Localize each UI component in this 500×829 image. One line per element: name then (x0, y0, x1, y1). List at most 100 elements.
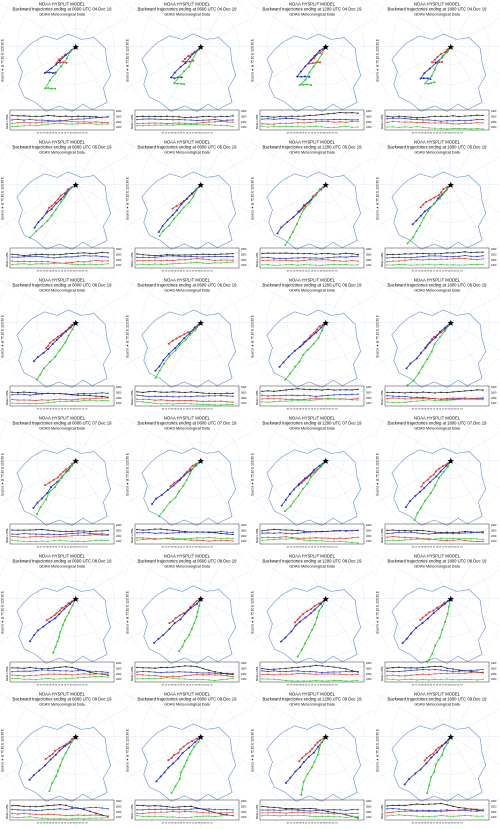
trajectory-marker (434, 484, 437, 487)
region-boundary (141, 585, 237, 664)
trajectory-marker (67, 746, 71, 749)
source-star-icon (322, 319, 329, 326)
meters-msl-label: Meters MSL (5, 665, 9, 681)
altitude-tick: 1000 (491, 264, 497, 267)
altitude-tick: 1000 (366, 816, 372, 819)
trajectory-marker (422, 216, 425, 219)
trajectory-marker (171, 339, 174, 342)
region-boundary (266, 171, 362, 250)
trajectory-line (285, 736, 327, 784)
trajectory-marker (51, 752, 54, 755)
altitude-tick: 3000 (366, 253, 372, 256)
trajectory-marker (444, 620, 447, 623)
trajectory-marker (435, 475, 438, 478)
trajectory-panel: NOAA HYSPLIT MODEL Backward trajectories … (375, 414, 500, 552)
altitude-profile: Meters MSL 4000 3000 2000 1000 18 15 12 09 06… (380, 661, 497, 687)
trajectory-marker (321, 329, 324, 332)
altitude-tick: 4000 (116, 386, 122, 389)
trajectory-line (420, 184, 452, 208)
trajectory-marker (59, 59, 62, 62)
trajectory-marker (299, 766, 302, 769)
trajectory-marker (46, 345, 49, 348)
trajectory-marker (169, 485, 172, 488)
trajectory-line (285, 184, 327, 246)
trajectory-marker (430, 75, 433, 78)
trajectory-marker (313, 54, 316, 57)
trajectory-marker (175, 209, 178, 212)
trajectory-marker (311, 195, 314, 198)
meters-msl-label: Meters MSL (380, 803, 384, 819)
trajectory-marker (183, 333, 186, 336)
trajectory-marker (429, 78, 432, 81)
trajectory-marker (48, 481, 51, 484)
panel-title: Backward trajectories ending at 0000 UTC… (13, 145, 113, 150)
trajectory-marker (426, 358, 429, 361)
trajectory-marker (301, 648, 304, 651)
trajectory-marker (183, 473, 186, 476)
altitude-tick: 1000 (491, 678, 497, 681)
met-data-label: GDAS Meteorological Data (414, 151, 460, 155)
trajectory-marker (175, 204, 178, 207)
source-star-icon (197, 595, 204, 602)
trajectory-line (155, 322, 202, 371)
trajectory-marker (437, 197, 440, 200)
trajectory-panel: NOAA HYSPLIT MODEL Backward trajectories … (0, 0, 125, 138)
time-axis-ticks: 18 15 12 09 06 03 00 21 18 15 12 09 06 0… (286, 133, 338, 135)
map-area (125, 276, 250, 414)
trajectory-marker (58, 749, 61, 752)
trajectory-marker (439, 470, 442, 473)
source-star-icon (72, 181, 79, 188)
trajectory-marker (59, 630, 62, 633)
trajectory-marker (33, 360, 36, 363)
altitude-tick: 3000 (366, 115, 372, 118)
trajectory-marker (432, 609, 435, 612)
meters-msl-label: Meters MSL (5, 251, 9, 267)
trajectory-marker (67, 611, 70, 614)
trajectory-marker (48, 790, 51, 793)
trajectory-marker (173, 622, 176, 625)
map-area (0, 276, 125, 414)
trajectory-panel: NOAA HYSPLIT MODEL Backward trajectories … (250, 138, 375, 276)
trajectory-line (29, 598, 77, 642)
model-title: NOAA HYSPLIT MODEL (164, 692, 211, 697)
trajectory-marker (183, 83, 186, 86)
trajectory-marker (193, 745, 196, 748)
met-data-label: GDAS Meteorological Data (289, 289, 335, 293)
altitude-tick: 2000 (116, 535, 122, 538)
trajectory-marker (437, 467, 440, 470)
met-data-label: GDAS Meteorological Data (164, 703, 210, 707)
trajectory-marker (424, 346, 427, 349)
altitude-profile: Meters MSL 4000 3000 2000 1000 18 15 12 09 06… (130, 523, 247, 549)
trajectory-marker (419, 618, 422, 621)
panel-title: Backward trajectories ending at 0600 UTC… (138, 7, 238, 12)
model-title: NOAA HYSPLIT MODEL (414, 554, 461, 559)
trajectory-panel: NOAA HYSPLIT MODEL Backward trajectories … (125, 276, 250, 414)
panel-title: Backward trajectories ending at 1800 UTC… (388, 283, 488, 288)
trajectory-marker (310, 766, 313, 769)
altitude-tick: 4000 (116, 248, 122, 251)
trajectory-marker (436, 55, 439, 58)
trajectory-marker (178, 777, 181, 780)
trajectory-marker (306, 477, 309, 480)
met-data-label: GDAS Meteorological Data (39, 151, 85, 155)
trajectory-marker (302, 204, 305, 207)
trajectory-marker (320, 326, 323, 329)
altitude-profile: Meters MSL 4000 3000 2000 1000 18 15 12 09 06… (5, 109, 122, 135)
meters-msl-label: Meters MSL (130, 113, 134, 129)
altitude-tick: 1000 (491, 402, 497, 405)
trajectory-marker (292, 216, 295, 219)
trajectory-marker (297, 483, 300, 486)
map-area (375, 138, 500, 276)
trajectory-marker (421, 365, 424, 368)
model-title: NOAA HYSPLIT MODEL (164, 416, 211, 421)
trajectory-marker (418, 490, 421, 493)
altitude-tick: 3000 (366, 667, 372, 670)
altitude-tick: 4000 (366, 248, 372, 251)
trajectory-marker (158, 369, 161, 372)
source-label: Source ★ at 75.10 E 123.30 E (126, 591, 130, 634)
trajectory-marker (318, 49, 321, 52)
trajectory-marker (183, 70, 186, 73)
met-data-label: GDAS Meteorological Data (414, 289, 460, 293)
